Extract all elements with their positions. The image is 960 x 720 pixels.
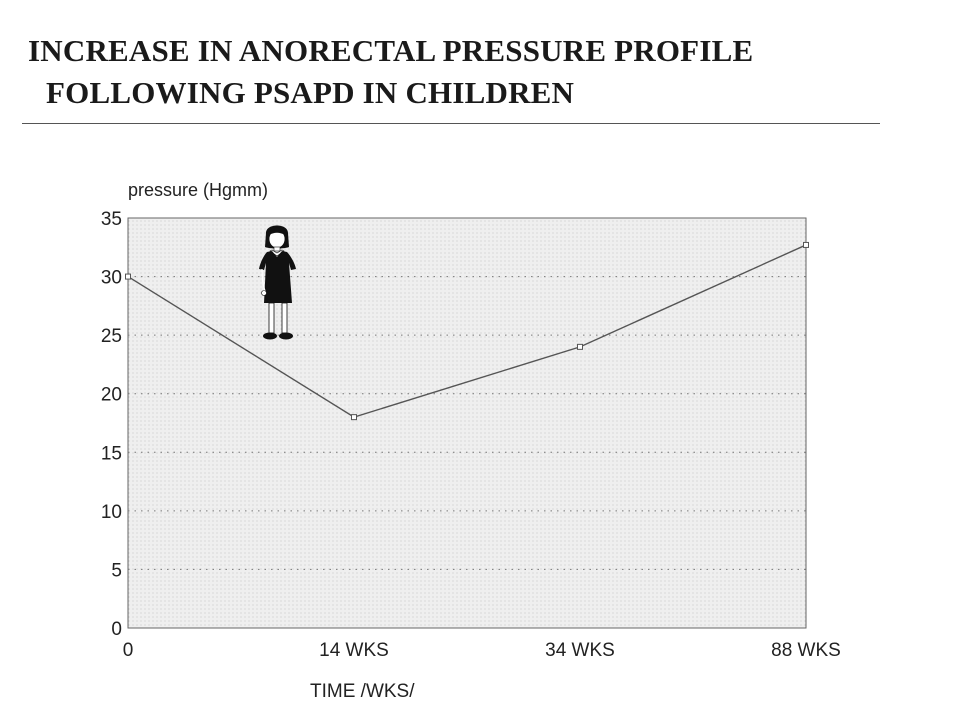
title-divider [22,123,880,124]
y-tick-label: 5 [111,560,122,581]
title-line-1: INCREASE IN ANORECTAL PRESSURE PROFILE [28,33,754,68]
x-tick-label: 0 [123,640,134,661]
y-tick-label: 35 [101,209,122,230]
y-tick-label: 25 [101,326,122,347]
plot-area [127,217,807,629]
x-tick-label: 88 WKS [771,640,841,661]
data-point [351,414,357,421]
girl-figure-icon [259,225,296,340]
x-tick-label: 34 WKS [545,640,615,661]
data-point [125,273,131,280]
y-tick-label: 0 [111,619,122,640]
series-line [127,244,807,418]
y-tick-label: 15 [101,443,122,464]
page-title: INCREASE IN ANORECTAL PRESSURE PROFILE F… [28,30,753,114]
title-line-2: FOLLOWING PSAPD IN CHILDREN [46,75,575,110]
y-axis-label: pressure (Hgmm) [128,180,269,200]
x-tick-label: 14 WKS [319,640,389,661]
data-point [577,343,583,350]
data-point [803,241,809,248]
y-tick-label: 20 [101,385,122,406]
y-tick-label: 30 [101,268,122,289]
y-tick-label: 10 [101,502,122,523]
x-axis-label: TIME /WKS/ [310,681,415,702]
